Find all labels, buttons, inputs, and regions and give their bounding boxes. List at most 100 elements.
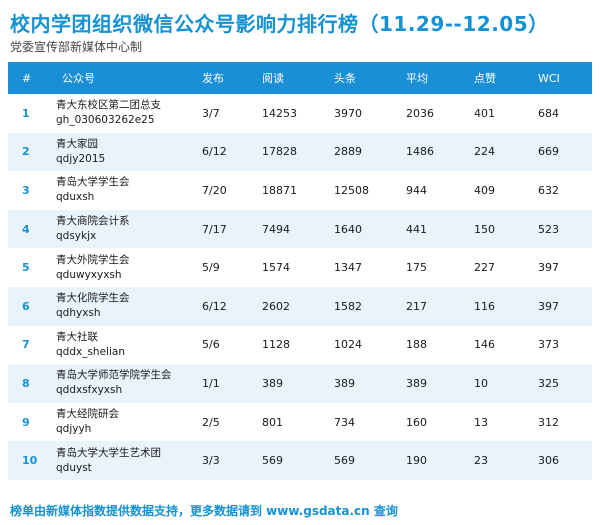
publish-cell: 3/3	[202, 454, 220, 468]
wci-cell: 669	[538, 145, 559, 159]
average-cell: 160	[406, 415, 427, 429]
reads-cell: 569	[262, 454, 283, 468]
publish-cell: 5/9	[202, 261, 220, 275]
likes-cell: 116	[474, 299, 495, 313]
account-cell: 青岛大学大学生艺术团 qduyst	[50, 441, 192, 480]
rank-cell: 2	[22, 145, 30, 159]
wci-cell: 397	[538, 261, 559, 275]
header-wci: WCI	[538, 71, 560, 85]
account-cell: 青大商院会计系 qdsykjx	[50, 210, 192, 249]
table-row: 10 青岛大学大学生艺术团 qduyst 3/3 569 569 190 23 306	[8, 441, 592, 480]
reads-cell: 17828	[262, 145, 297, 159]
reads-cell: 1574	[262, 261, 290, 275]
table-row: 4 青大商院会计系 qdsykjx 7/17 7494 1640 441 150 523	[8, 209, 592, 249]
account-id: qduxsh	[56, 191, 95, 204]
rank-cell: 9	[22, 415, 30, 429]
account-id: qduwyxyxsh	[56, 268, 122, 281]
average-cell: 944	[406, 183, 427, 197]
page-subtitle: 党委宣传部新媒体中心制	[10, 40, 143, 54]
wci-cell: 632	[538, 183, 559, 197]
wci-cell: 306	[538, 454, 559, 468]
account-cell: 青岛大学学生会 qduxsh	[50, 171, 192, 210]
headline-cell: 389	[334, 376, 355, 390]
publish-cell: 2/5	[202, 415, 220, 429]
average-cell: 190	[406, 454, 427, 468]
likes-cell: 150	[474, 222, 495, 236]
reads-cell: 1128	[262, 338, 290, 352]
rank-cell: 7	[22, 338, 30, 352]
account-cell: 青大外院学生会 qduwyxyxsh	[50, 248, 192, 287]
rank-cell: 3	[22, 183, 30, 197]
publish-cell: 6/12	[202, 145, 227, 159]
account-id: qdjyyh	[56, 423, 92, 436]
headline-cell: 2889	[334, 145, 362, 159]
average-cell: 389	[406, 376, 427, 390]
headline-cell: 1347	[334, 261, 362, 275]
account-name: 青大社联	[56, 330, 98, 343]
publish-cell: 7/17	[202, 222, 227, 236]
publish-cell: 6/12	[202, 299, 227, 313]
average-cell: 441	[406, 222, 427, 236]
table-row: 2 青大家园 qdjy2015 6/12 17828 2889 1486 224 669	[8, 132, 592, 172]
average-cell: 1486	[406, 145, 434, 159]
table-header-row: # 公众号 发布 阅读 头条 平均 点赞 WCI	[8, 62, 592, 94]
reads-cell: 389	[262, 376, 283, 390]
ranking-table: # 公众号 发布 阅读 头条 平均 点赞 WCI 1 青大东校区第二团总支 gh_0…	[8, 62, 592, 480]
table-row: 9 青大经院研会 qdjyyh 2/5 801 734 160 13 312	[8, 402, 592, 442]
account-id: qddxsfxyxsh	[56, 384, 123, 397]
rank-cell: 4	[22, 222, 30, 236]
account-name: 青大家园	[56, 137, 98, 150]
account-name: 青岛大学学生会	[56, 176, 130, 189]
headline-cell: 1024	[334, 338, 362, 352]
publish-cell: 1/1	[202, 376, 220, 390]
likes-cell: 146	[474, 338, 495, 352]
wci-cell: 397	[538, 299, 559, 313]
account-cell: 青岛大学师范学院学生会 qddxsfxyxsh	[50, 364, 192, 403]
account-id: qdjy2015	[56, 152, 106, 165]
header-account: 公众号	[62, 72, 95, 85]
wci-cell: 312	[538, 415, 559, 429]
wci-cell: 684	[538, 106, 559, 120]
headline-cell: 12508	[334, 183, 369, 197]
account-cell: 青大化院学生会 qdhyxsh	[50, 287, 192, 326]
likes-cell: 10	[474, 376, 488, 390]
average-cell: 188	[406, 338, 427, 352]
account-name: 青大外院学生会	[56, 253, 130, 266]
publish-cell: 7/20	[202, 183, 227, 197]
reads-cell: 18871	[262, 183, 297, 197]
likes-cell: 13	[474, 415, 488, 429]
publish-cell: 5/6	[202, 338, 220, 352]
account-cell: 青大社联 qddx_shelian	[50, 326, 192, 365]
account-id: qdsykjx	[56, 230, 97, 243]
account-name: 青岛大学师范学院学生会	[56, 369, 172, 382]
page-title: 校内学团组织微信公众号影响力排行榜（11.29--12.05）	[10, 12, 549, 36]
headline-cell: 1582	[334, 299, 362, 313]
header-headline: 头条	[334, 72, 356, 85]
table-body: 1 青大东校区第二团总支 gh_030603262e25 3/7 14253 3970 20…	[8, 94, 592, 480]
account-id: gh_030603262e25	[56, 114, 155, 127]
account-name: 青大商院会计系	[56, 215, 130, 228]
header-rank: #	[22, 71, 32, 85]
headline-cell: 734	[334, 415, 355, 429]
rank-cell: 5	[22, 261, 30, 275]
likes-cell: 227	[474, 261, 495, 275]
account-cell: 青大家园 qdjy2015	[50, 133, 192, 172]
footer-note: 榜单由新媒体指数提供数据支持，更多数据请到 www.gsdata.cn 查询	[10, 504, 398, 518]
likes-cell: 224	[474, 145, 495, 159]
account-id: qduyst	[56, 461, 92, 474]
account-name: 青大东校区第二团总支	[56, 99, 161, 112]
account-cell: 青大经院研会 qdjyyh	[50, 403, 192, 442]
account-cell: 青大东校区第二团总支 gh_030603262e25	[50, 94, 192, 133]
wci-cell: 373	[538, 338, 559, 352]
header-likes: 点赞	[474, 72, 496, 85]
account-name: 青岛大学大学生艺术团	[56, 446, 161, 459]
wci-cell: 325	[538, 376, 559, 390]
table-row: 3 青岛大学学生会 qduxsh 7/20 18871 12508 944 409 632	[8, 171, 592, 210]
table-row: 8 青岛大学师范学院学生会 qddxsfxyxsh 1/1 389 389 389 10 325	[8, 364, 592, 403]
header-average: 平均	[406, 72, 428, 85]
likes-cell: 409	[474, 183, 495, 197]
average-cell: 175	[406, 261, 427, 275]
headline-cell: 1640	[334, 222, 362, 236]
rank-cell: 1	[22, 106, 30, 120]
reads-cell: 7494	[262, 222, 290, 236]
